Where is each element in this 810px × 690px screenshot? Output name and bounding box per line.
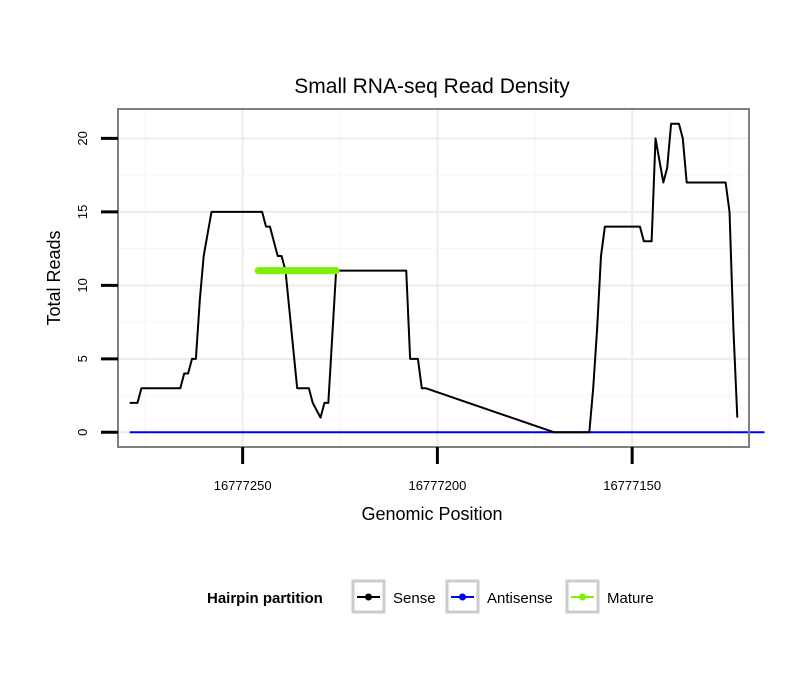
chart-title: Small RNA-seq Read Density [294, 75, 570, 98]
y-axis-label: Total Reads [44, 230, 64, 325]
legend-key-dot [459, 593, 466, 601]
y-tick-label: 0 [75, 429, 90, 436]
x-tick-label: 16777150 [603, 478, 661, 493]
legend-title: Hairpin partition [207, 590, 323, 607]
legend-label-antisense: Antisense [487, 590, 553, 607]
y-tick-label: 15 [75, 205, 90, 219]
series-line-sense [129, 122, 739, 434]
y-tick-label: 20 [75, 131, 90, 145]
grid-lines [118, 109, 749, 447]
legend-key-dot [579, 593, 586, 601]
axis-ticks: 16777250 16777200 16777150 0 5 10 15 20 [75, 131, 661, 493]
legend-label-mature: Mature [607, 590, 654, 607]
plot-border [117, 108, 750, 448]
y-tick-label: 10 [75, 278, 90, 292]
x-axis-label: Genomic Position [361, 504, 502, 524]
legend-label-sense: Sense [393, 590, 436, 607]
x-tick-label: 16777250 [214, 478, 272, 493]
x-tick-label: 16777200 [408, 478, 466, 493]
series-layer [129, 122, 765, 434]
legend: Hairpin partition Sense Antisense Mature [207, 579, 654, 614]
y-tick-label: 5 [75, 355, 90, 362]
legend-key-dot [365, 593, 372, 601]
